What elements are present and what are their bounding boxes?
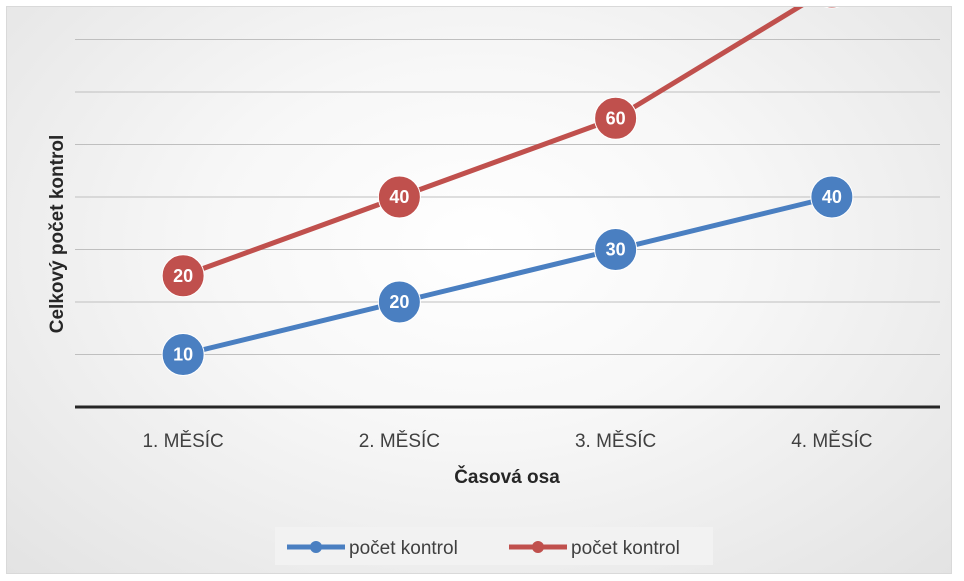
x-tick-label: 4. MĚSÍC [791,430,872,452]
x-tick-label: 2. MĚSÍC [359,430,440,452]
legend-marker [532,541,544,553]
legend: počet kontrol počet kontrol [275,527,713,565]
data-label: 60 [606,108,626,128]
x-axis: 1. MĚSÍC 2. MĚSÍC 3. MĚSÍC 4. MĚSÍC [75,405,940,452]
chart-container: 1. MĚSÍC 2. MĚSÍC 3. MĚSÍC 4. MĚSÍC 10 20 30 4… [6,6,952,574]
legend-label: počet kontrol [571,538,680,559]
data-point [377,175,421,219]
x-axis-title: Časová osa [454,466,560,488]
legend-marker [310,541,322,553]
data-point [161,333,205,376]
data-label: 30 [606,240,626,260]
series-line [182,7,804,279]
data-point [377,280,421,324]
data-label: 10 [173,345,193,365]
series-line [182,194,833,357]
data-label: 20 [389,292,409,312]
data-point [810,175,854,219]
data-label: 20 [173,266,193,286]
x-tick-label: 1. MĚSÍC [142,430,223,452]
data-point [161,254,205,298]
y-axis-title: Celkový počet kontrol [47,135,68,334]
data-label: 40 [389,187,409,207]
x-tick-label: 3. MĚSÍC [575,430,656,452]
line-chart: 1. MĚSÍC 2. MĚSÍC 3. MĚSÍC 4. MĚSÍC 10 20 30 4… [47,7,940,565]
series-layer: 1020304020406080 [161,7,854,376]
legend-label: počet kontrol [349,538,458,559]
legend-box [275,527,713,565]
gridlines [75,39,940,355]
data-point [823,7,840,9]
data-point [594,96,638,140]
data-label: 40 [822,187,842,207]
data-point [594,228,638,271]
